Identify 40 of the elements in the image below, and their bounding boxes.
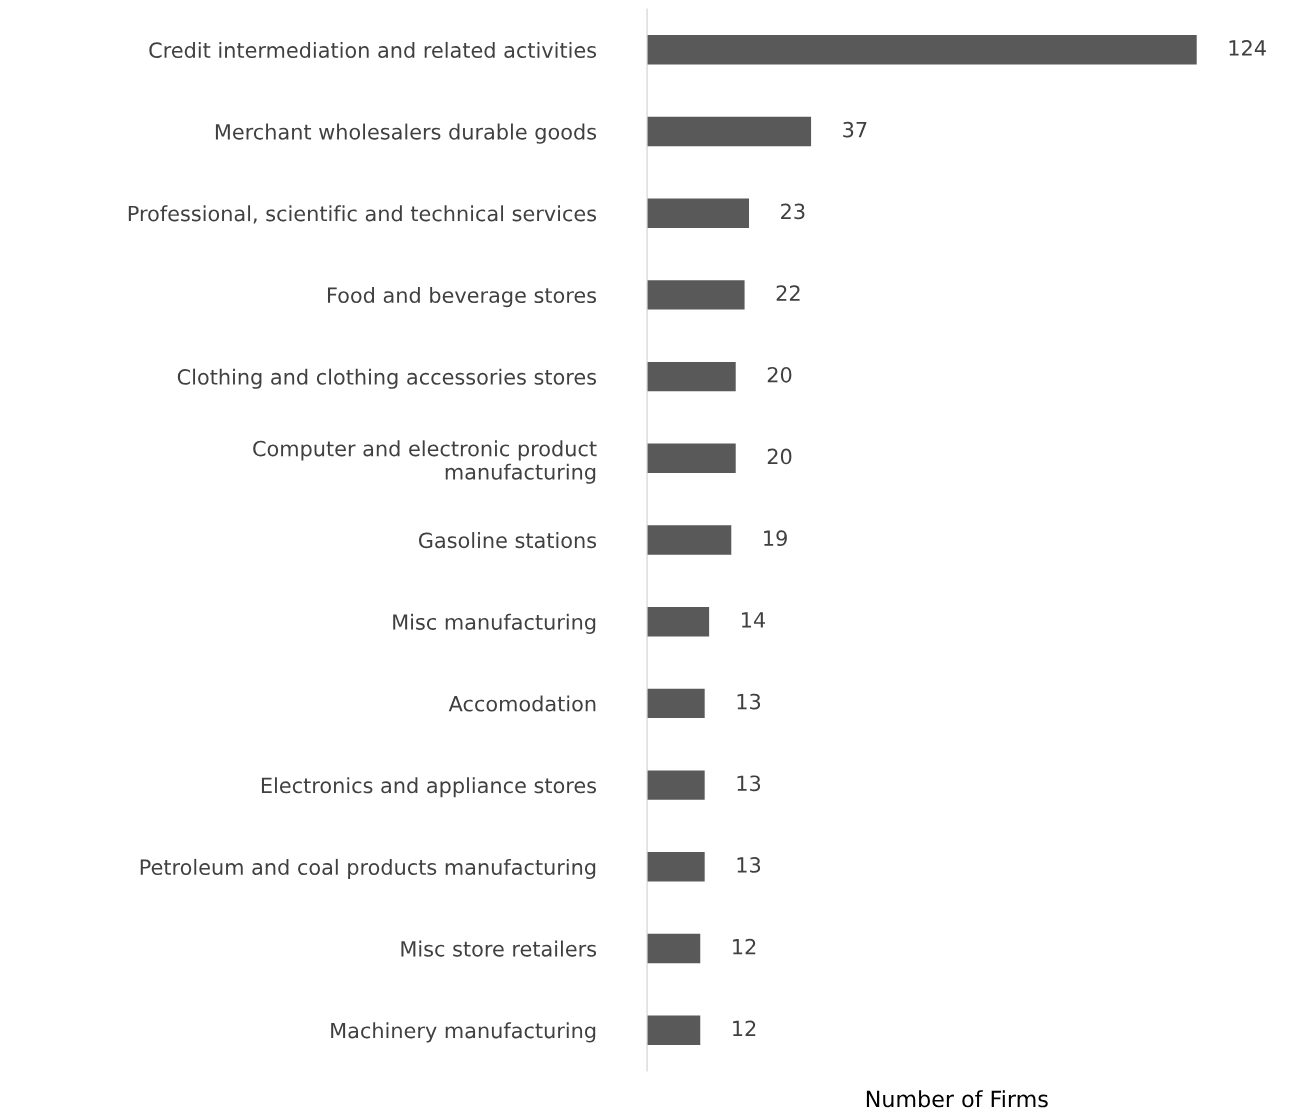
y-tick-label: Machinery manufacturing — [331, 1022, 596, 1043]
bar — [647, 770, 705, 800]
bar — [647, 606, 710, 637]
y-tick-label: Petroleum and coal products manufacturing — [140, 858, 596, 880]
x-axis-title: Number of Firms — [866, 1090, 1048, 1108]
data-label: 19 — [764, 530, 787, 547]
data-label: 37 — [843, 121, 867, 138]
bar — [647, 688, 705, 719]
data-label: 20 — [767, 366, 792, 383]
y-tick-label: Clothing and clothing accessories stores — [177, 368, 597, 389]
bar — [647, 280, 745, 310]
y-tick-label: Misc store retailers — [401, 940, 597, 957]
y-tick-label: Merchant wholesalers durable goods — [215, 123, 597, 144]
data-label: 14 — [741, 612, 766, 628]
bar — [647, 35, 1197, 65]
bar — [647, 198, 750, 228]
y-tick-label: Gasoline stations — [418, 532, 597, 549]
y-tick-label: Accomodation — [448, 695, 596, 712]
data-label: 13 — [737, 857, 761, 873]
bar — [647, 852, 705, 882]
data-label: 12 — [733, 1020, 756, 1036]
bar — [647, 361, 736, 392]
y-tick-label: Professional, scientific and technical services — [128, 205, 597, 224]
bar — [647, 525, 732, 555]
data-label: 23 — [781, 203, 805, 220]
y-tick-label: Credit intermediation and related activities — [149, 41, 597, 59]
data-label: 13 — [737, 693, 761, 710]
y-tick-label: Food and beverage stores — [328, 286, 597, 308]
y-tick-label: Computer and electronic product manufacturing — [253, 440, 597, 484]
data-label: 12 — [733, 938, 756, 955]
y-tick-label: Electronics and appliance stores — [261, 777, 597, 798]
data-label: 22 — [776, 285, 800, 301]
data-label: 20 — [767, 448, 792, 465]
bar — [647, 443, 736, 473]
data-label: 124 — [1229, 40, 1266, 56]
bar — [647, 116, 812, 147]
data-label: 13 — [737, 775, 761, 792]
bar — [647, 933, 701, 964]
y-tick-label: Misc manufacturing — [393, 613, 596, 634]
bar — [647, 1015, 701, 1045]
